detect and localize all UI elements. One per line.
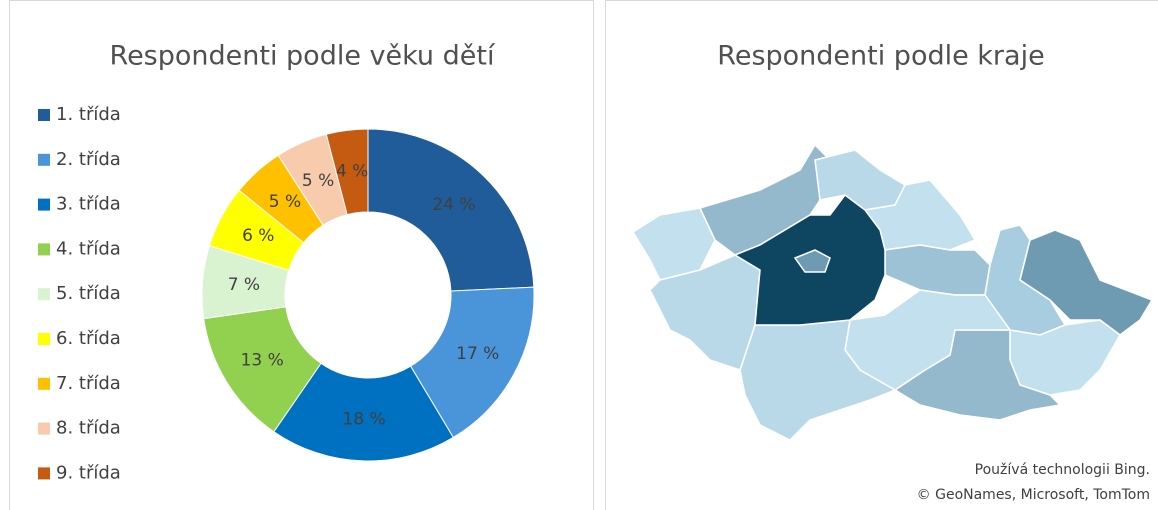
region bbox=[884, 244, 991, 296]
right-panel bbox=[605, 0, 1158, 510]
map bbox=[631, 143, 1154, 441]
chart-title: Respondenti podle věku dětí bbox=[110, 41, 496, 72]
legend-label: 1. třída bbox=[56, 104, 121, 125]
legend-label: 5. třída bbox=[56, 283, 121, 304]
region bbox=[1019, 229, 1154, 336]
legend-swatch bbox=[38, 198, 50, 211]
region bbox=[649, 254, 761, 371]
legend-swatch bbox=[38, 109, 50, 121]
legend-swatch bbox=[38, 153, 50, 166]
slice bbox=[409, 286, 535, 439]
attribution: © GeoNames, Microsoft, TomTom bbox=[917, 487, 1150, 503]
data-label: 4 % bbox=[336, 162, 368, 182]
legend-label: 7. třída bbox=[56, 373, 121, 394]
legend-label: 8. třída bbox=[56, 418, 121, 439]
legend-label: 9. třída bbox=[56, 462, 121, 483]
legend-swatch bbox=[38, 377, 50, 390]
legend-swatch bbox=[38, 467, 50, 480]
region bbox=[793, 249, 831, 273]
data-label: 24 % bbox=[432, 195, 475, 215]
region bbox=[739, 319, 897, 441]
data-label: 6 % bbox=[242, 226, 274, 246]
data-label: 5 % bbox=[302, 171, 334, 191]
region bbox=[631, 207, 716, 281]
legend-swatch bbox=[38, 333, 50, 345]
legend-label: 6. třída bbox=[56, 328, 121, 349]
legend-label: 3. třída bbox=[56, 194, 121, 215]
legend-swatch bbox=[38, 422, 50, 435]
legend-label: 2. třída bbox=[56, 149, 121, 170]
slice bbox=[273, 362, 454, 462]
data-label: 13 % bbox=[241, 351, 284, 371]
slice bbox=[367, 128, 535, 292]
region bbox=[814, 149, 906, 211]
map-title: Respondenti podle kraje bbox=[717, 41, 1044, 72]
data-label: 18 % bbox=[342, 409, 385, 429]
attribution: Používá technologii Bing. bbox=[975, 462, 1150, 478]
legend-swatch bbox=[38, 288, 50, 301]
data-label: 17 % bbox=[456, 344, 499, 364]
slice bbox=[325, 128, 369, 216]
data-label: 7 % bbox=[228, 275, 260, 295]
left-panel bbox=[9, 0, 594, 510]
legend-label: 4. třída bbox=[56, 238, 121, 259]
legend-swatch bbox=[38, 243, 50, 256]
data-label: 5 % bbox=[269, 192, 301, 212]
